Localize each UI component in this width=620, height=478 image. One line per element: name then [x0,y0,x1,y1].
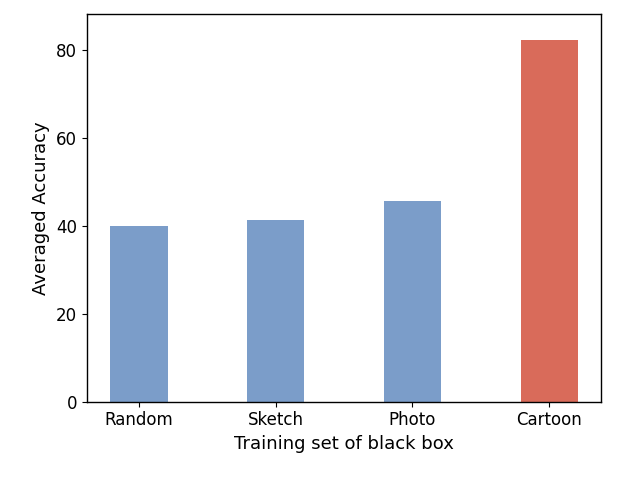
Bar [110,227,167,402]
Bar [247,220,304,402]
Bar [384,201,441,402]
Bar [521,40,578,402]
X-axis label: Training set of black box: Training set of black box [234,435,454,453]
Y-axis label: Averaged Accuracy: Averaged Accuracy [32,121,50,295]
